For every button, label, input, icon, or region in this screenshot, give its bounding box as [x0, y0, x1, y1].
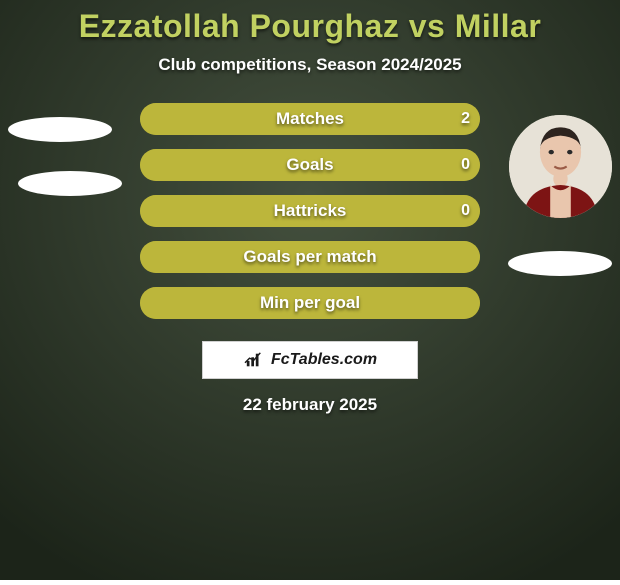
stat-bar-fill-left: [140, 287, 310, 319]
placeholder-ellipse: [8, 117, 112, 142]
stat-bar-fill-right: [140, 103, 480, 135]
subtitle: Club competitions, Season 2024/2025: [0, 55, 620, 75]
stat-bars: Matches2 Goals0 Hattricks0 Goals per match M…: [140, 103, 480, 319]
placeholder-ellipse: [508, 251, 612, 276]
brand-icon: [243, 351, 265, 369]
stat-bar-fill-left: [140, 241, 310, 273]
page-title: Ezzatollah Pourghaz vs Millar: [0, 8, 620, 45]
stat-bar: Matches2: [140, 103, 480, 135]
stat-bar-fill-right: [310, 287, 480, 319]
stat-bar: Goals0: [140, 149, 480, 181]
placeholder-ellipse: [18, 171, 122, 196]
stat-bar: Goals per match: [140, 241, 480, 273]
player-right-avatar: [509, 115, 612, 218]
date-label: 22 february 2025: [0, 395, 620, 415]
stat-bar: Hattricks0: [140, 195, 480, 227]
stat-bar-value-right: 0: [451, 195, 480, 227]
stat-bar-fill-right: [140, 149, 480, 181]
stat-bar-fill-right: [310, 241, 480, 273]
brand-badge: FcTables.com: [202, 341, 418, 379]
stat-bar: Min per goal: [140, 287, 480, 319]
stat-bar-value-right: 0: [451, 149, 480, 181]
stat-bar-fill-right: [140, 195, 480, 227]
stat-bar-value-right: 2: [451, 103, 480, 135]
brand-text: FcTables.com: [271, 351, 377, 369]
